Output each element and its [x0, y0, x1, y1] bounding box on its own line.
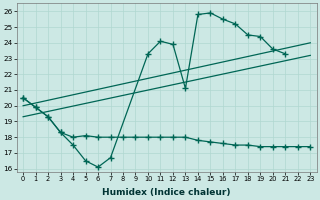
X-axis label: Humidex (Indice chaleur): Humidex (Indice chaleur): [102, 188, 231, 197]
